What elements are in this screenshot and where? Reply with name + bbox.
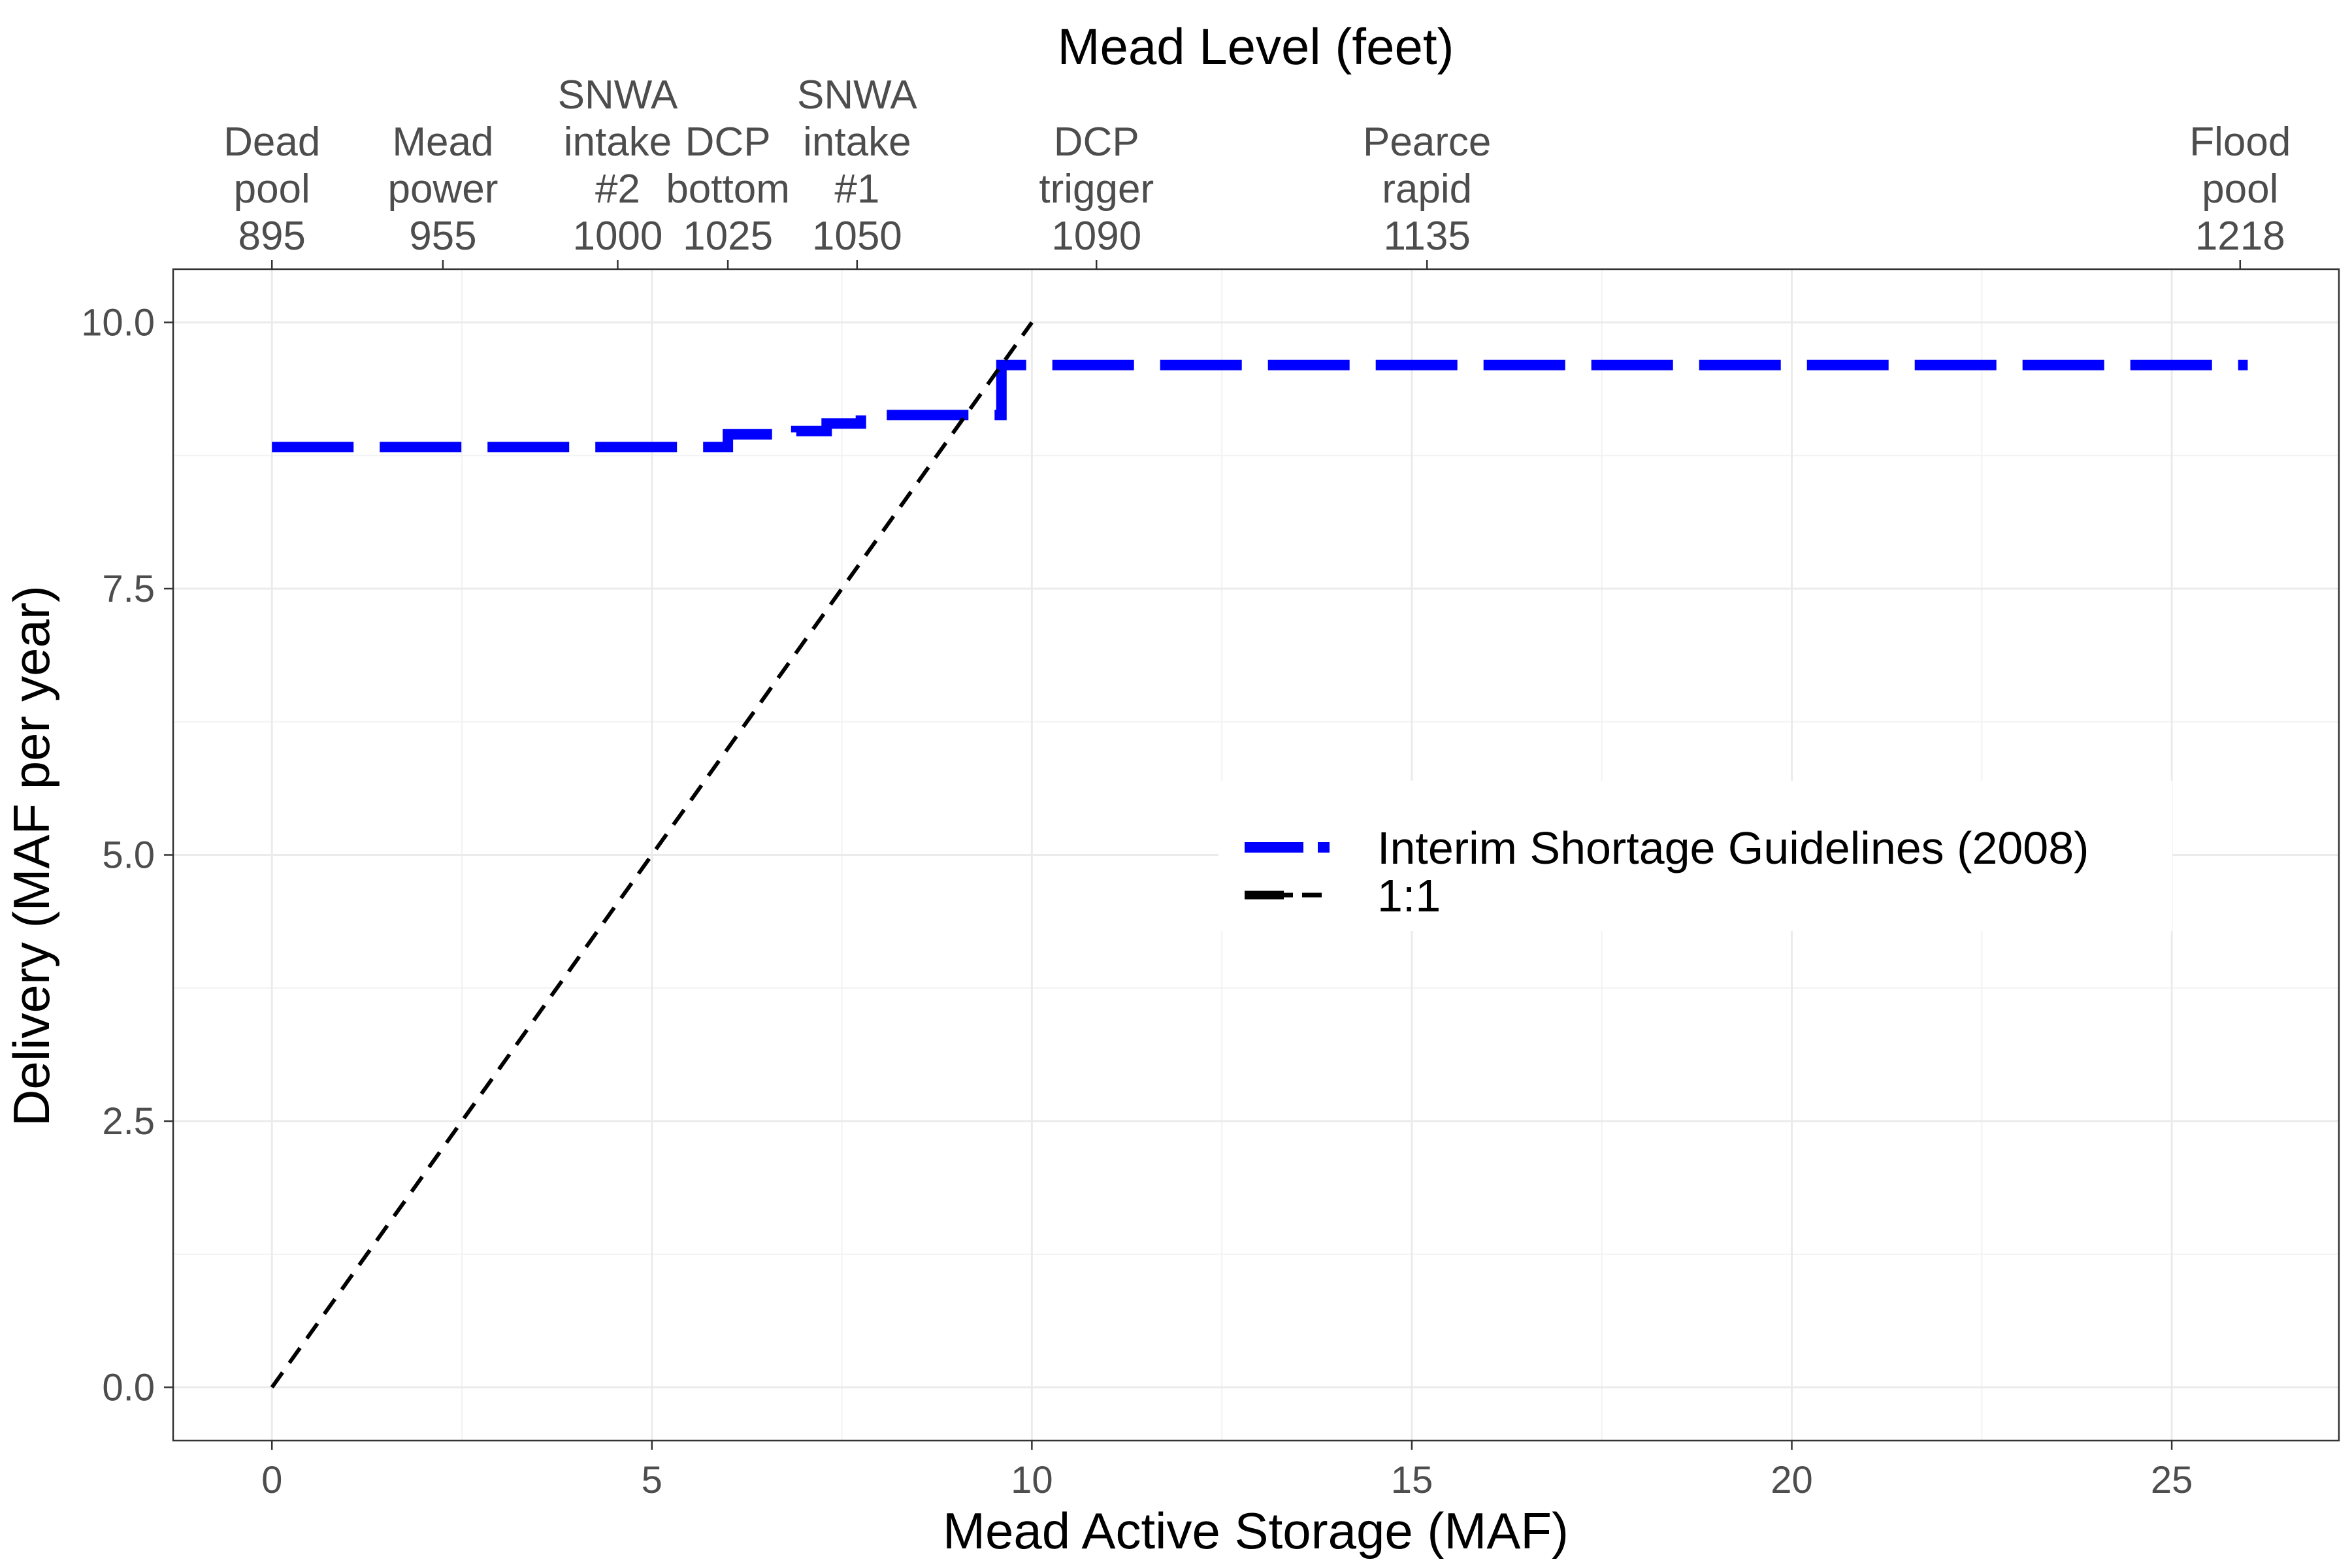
x-tick-label: 0: [261, 1459, 282, 1501]
top-tick-label: trigger: [1039, 167, 1154, 212]
top-tick-label: 895: [238, 214, 305, 259]
y-tick-label: 5.0: [102, 834, 155, 877]
top-tick-label: Flood: [2189, 120, 2291, 165]
top-tick-label: 955: [409, 214, 476, 259]
top-tick-label: power: [387, 167, 498, 212]
y-tick-label: 0.0: [102, 1367, 155, 1409]
x-tick-label: 15: [1391, 1459, 1433, 1501]
y-tick-label: 7.5: [102, 568, 155, 610]
series-line-interim-guidelines: [272, 359, 2248, 453]
x-tick-label: 5: [642, 1459, 662, 1501]
x-axis-title: Mead Active Storage (MAF): [943, 1502, 1569, 1560]
top-tick-label: 1135: [1384, 214, 1471, 259]
series-layer: [270, 321, 2248, 1389]
legend-label-interim: Interim Shortage Guidelines (2008): [1377, 823, 2089, 874]
series-line-one-to-one: [270, 321, 1034, 1389]
top-tick-label: #1: [834, 167, 879, 212]
top-tick-label: pool: [234, 167, 310, 212]
top-tick-label: Pearce: [1363, 120, 1491, 165]
top-tick-label: 1000: [572, 214, 662, 259]
legend: Interim Shortage Guidelines (2008) 1:1: [1218, 781, 2172, 931]
top-tick-label: #2: [595, 167, 640, 212]
top-axis-title: Mead Level (feet): [1058, 18, 1454, 75]
x-tick-label: 25: [2151, 1459, 2193, 1501]
x-tick-label: 20: [1771, 1459, 1813, 1501]
top-axis: Deadpool895Meadpower955SNWAintake#21000D…: [223, 73, 2291, 269]
legend-label-one-to-one: 1:1: [1377, 870, 1441, 921]
x-tick-label: 10: [1011, 1459, 1053, 1501]
top-tick-label: intake: [803, 120, 911, 165]
top-tick-label: intake: [564, 120, 672, 165]
top-tick-label: DCP: [685, 120, 771, 165]
top-tick-label: pool: [2202, 167, 2278, 212]
top-tick-label: 1025: [683, 214, 773, 259]
top-tick-label: 1090: [1051, 214, 1141, 259]
top-tick-label: SNWA: [558, 73, 678, 118]
axes: 0 5 10 15 20 25 0.0 2.5 5.0 7.5 10.0: [81, 302, 2193, 1502]
top-tick-label: SNWA: [797, 73, 917, 118]
top-tick-label: 1050: [812, 214, 902, 259]
y-axis-title: Delivery (MAF per year): [3, 585, 60, 1126]
top-tick-label: DCP: [1054, 120, 1139, 165]
top-tick-label: bottom: [666, 167, 790, 212]
top-tick-label: Mead: [392, 120, 493, 165]
top-tick-label: rapid: [1382, 167, 1472, 212]
y-tick-label: 2.5: [102, 1100, 155, 1143]
y-tick-label: 10.0: [81, 302, 155, 344]
legend-background: [1218, 781, 2172, 931]
top-tick-label: 1218: [2195, 214, 2285, 259]
top-tick-label: Dead: [223, 120, 320, 165]
